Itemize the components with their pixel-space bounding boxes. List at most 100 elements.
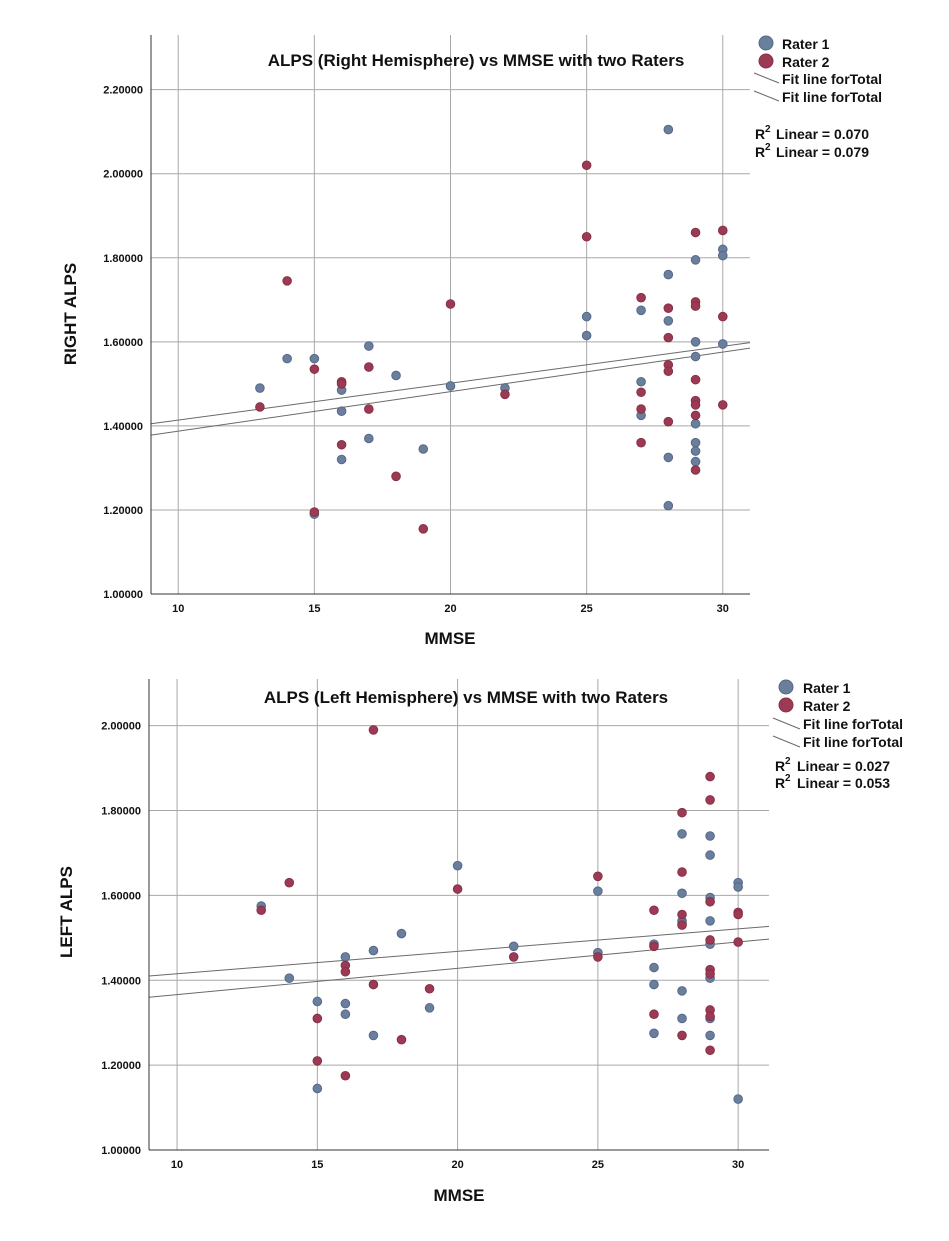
x-tick-label: 15 — [311, 1159, 323, 1171]
rater-1-point — [340, 952, 351, 962]
rater-1-point — [312, 1083, 323, 1094]
rater-1-point — [717, 339, 728, 349]
rater-2-point — [690, 227, 701, 238]
rater-1-point — [340, 1009, 351, 1020]
rater-2-point — [677, 1030, 687, 1041]
legend-r2-value-2: Linear = 0.053 — [797, 775, 890, 791]
rater-1-point — [452, 860, 463, 871]
right-alps-chart: 1.00000 1.20000 1.40000 1.60000 1.80000 2.000… — [61, 35, 882, 648]
rater-2-point — [396, 1034, 407, 1045]
rater-1-point — [663, 500, 674, 511]
y-tick-labels: 1.00000 1.20000 1.40000 1.60000 1.80000 2.000… — [103, 85, 143, 601]
y-tick-label: 1.20000 — [101, 1060, 141, 1072]
rater-2-point — [255, 402, 265, 412]
rater-1-point — [396, 928, 407, 939]
rater-2-point — [581, 231, 592, 242]
y-tick-labels: 1.00000 1.20000 1.40000 1.60000 1.80000 2.000… — [101, 721, 141, 1157]
legend-fit-line-2 — [753, 90, 780, 102]
rater-2-point — [649, 905, 659, 916]
legend-label-rater-2: Rater 2 — [803, 698, 851, 714]
rater-2-point — [340, 966, 351, 977]
legend-r2-sup-2: 2 — [765, 142, 771, 153]
rater-2-point — [663, 366, 674, 377]
legend-r2-value-2: Linear = 0.079 — [776, 144, 869, 160]
rater-2-point — [593, 871, 603, 882]
rater-2-point — [717, 311, 728, 322]
rater-1-point — [364, 433, 374, 444]
legend-r2-sup-1: 2 — [785, 756, 791, 767]
rater-2-point — [336, 439, 347, 450]
axes — [150, 35, 750, 595]
rater-1-point — [663, 269, 674, 280]
rater-1-point — [649, 962, 659, 973]
legend-r2-prefix-1: R — [755, 126, 765, 142]
rater-1-point — [677, 888, 687, 899]
rater-2-point — [690, 465, 701, 475]
y-tick-label: 2.00000 — [103, 169, 143, 181]
rater-2-point — [705, 771, 715, 782]
legend-label-rater-2: Rater 2 — [782, 54, 830, 70]
rater-1-point — [424, 1003, 435, 1013]
rater-2-point — [581, 160, 592, 171]
legend-r2-prefix-1: R — [775, 758, 785, 774]
rater-2-point — [309, 364, 320, 374]
scatter-points — [256, 725, 743, 1104]
legend-r2-sup-2: 2 — [785, 773, 791, 784]
legend-fit-label-2: Fit line forTotal — [782, 89, 882, 105]
rater-2-point — [368, 979, 379, 990]
rater-1-point — [677, 986, 687, 996]
y-tick-label: 1.60000 — [101, 890, 141, 902]
rater-1-point — [581, 330, 592, 341]
rater-2-point — [508, 952, 519, 962]
left-alps-chart: 1.00000 1.20000 1.40000 1.60000 1.80000 2.000… — [57, 679, 903, 1205]
rater-2-point — [663, 303, 674, 313]
rater-2-point — [705, 795, 715, 805]
rater-2-point — [717, 400, 728, 410]
rater-2-point — [636, 437, 646, 448]
legend-fit-line-2 — [772, 735, 801, 748]
rater-1-point — [636, 305, 646, 316]
legend-marker-rater-1 — [778, 679, 794, 695]
rater-1-point — [705, 831, 715, 841]
rater-2-point — [677, 909, 687, 920]
legend-r2-prefix-2: R — [775, 775, 785, 791]
rater-1-point — [690, 351, 701, 362]
rater-2-point — [500, 389, 510, 400]
rater-1-point — [312, 996, 323, 1007]
rater-2-point — [677, 867, 687, 877]
rater-1-point — [508, 941, 519, 952]
rater-1-point — [368, 1030, 379, 1041]
axes — [148, 679, 769, 1151]
rater-2-point — [445, 299, 456, 309]
fit-line-1 — [148, 925, 770, 977]
y-tick-label: 2.20000 — [103, 85, 143, 97]
rater-2-point — [677, 920, 687, 930]
rater-1-point — [690, 418, 701, 429]
rater-2-point — [690, 400, 701, 410]
rater-2-point — [733, 937, 743, 947]
rater-2-point — [663, 332, 674, 343]
rater-2-point — [424, 983, 435, 994]
rater-1-point — [690, 255, 701, 265]
legend: Rater 1 Rater 2 Fit line forTotal Fit li… — [772, 679, 903, 791]
legend-marker-rater-1 — [758, 35, 774, 51]
rater-1-point — [705, 1030, 715, 1041]
rater-1-point — [255, 383, 265, 393]
legend-fit-line-1 — [772, 717, 801, 730]
rater-2-point — [312, 1056, 323, 1066]
rater-1-point — [445, 381, 456, 391]
rater-1-point — [677, 1013, 687, 1024]
rater-1-point — [418, 444, 429, 454]
rater-2-point — [312, 1013, 323, 1024]
x-tick-label: 20 — [451, 1159, 463, 1171]
rater-2-point — [282, 276, 292, 286]
x-tick-labels: 10 15 20 25 30 — [171, 1159, 744, 1171]
rater-1-point — [636, 376, 646, 387]
legend-fit-label-1: Fit line forTotal — [803, 716, 903, 732]
rater-1-point — [733, 882, 743, 892]
rater-1-point — [284, 973, 295, 983]
x-axis-label: MMSE — [434, 1186, 485, 1205]
x-tick-label: 10 — [172, 603, 184, 615]
rater-1-point — [336, 454, 347, 465]
chart-title: ALPS (Right Hemisphere) vs MMSE with two… — [268, 51, 685, 70]
